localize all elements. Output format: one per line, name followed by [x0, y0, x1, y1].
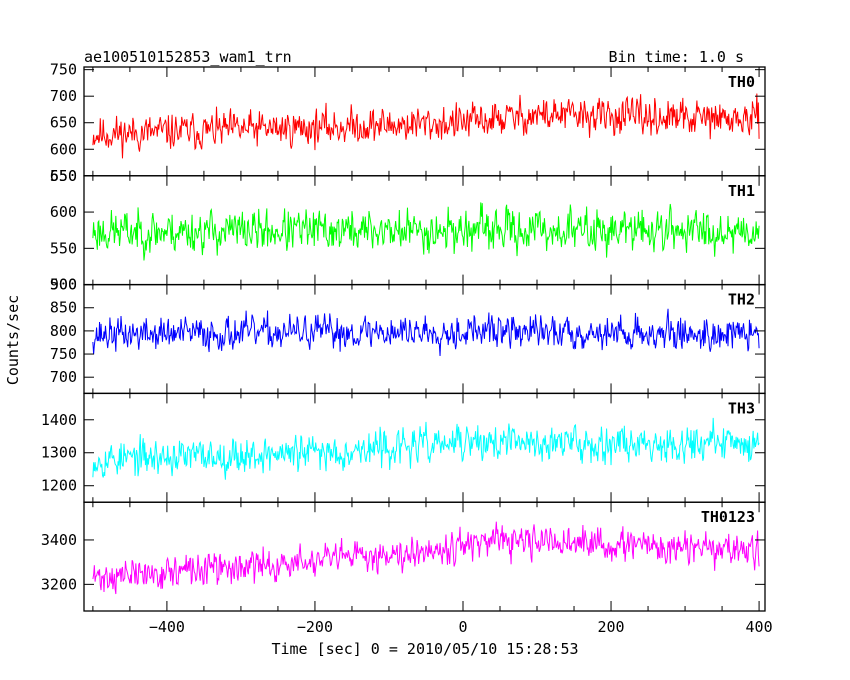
panel-frame — [83, 283, 766, 395]
x-tick-label: −400 — [149, 618, 185, 636]
y-tick-label: 650 — [50, 114, 77, 132]
x-tick-label: 200 — [597, 618, 624, 636]
x-axis: −400 −200 0 200 400 — [149, 618, 773, 636]
panel-th2: 700 750 800 850 900 TH2 — [50, 276, 766, 395]
series-label-th0: TH0 — [728, 73, 755, 91]
series-line-th3 — [92, 417, 760, 480]
series-label-th0123: TH0123 — [701, 508, 755, 526]
y-tick-label: 550 — [50, 167, 77, 185]
y-tick-label: 1200 — [41, 477, 77, 495]
y-tick-label: 700 — [50, 87, 77, 105]
series-line-th1 — [92, 202, 760, 261]
series-label-th1: TH1 — [728, 182, 755, 200]
x-tick-label: −200 — [297, 618, 333, 636]
y-tick-label: 750 — [50, 345, 77, 363]
x-tick-label: 0 — [458, 618, 467, 636]
x-axis-label: Time [sec] 0 = 2010/05/10 15:28:53 — [271, 640, 578, 658]
y-axis-label: Counts/sec — [4, 295, 22, 385]
series-line-th0 — [92, 93, 760, 159]
panel-frame — [83, 501, 766, 612]
series-label-th3: TH3 — [728, 399, 755, 417]
x-tick-label: 400 — [746, 618, 773, 636]
chart-left-title: ae100510152853_wam1_trn — [84, 48, 292, 66]
y-tick-label: 1300 — [41, 444, 77, 462]
y-tick-label: 800 — [50, 322, 77, 340]
panel-th0123: 3200 3400 TH0123 — [41, 501, 766, 612]
y-tick-label: 550 — [50, 239, 77, 257]
y-tick-label: 600 — [50, 140, 77, 158]
y-tick-label: 1400 — [41, 411, 77, 429]
y-tick-label: 600 — [50, 203, 77, 221]
series-label-th2: TH2 — [728, 291, 755, 309]
panel-th3: 1200 1300 1400 TH3 — [41, 392, 766, 503]
chart-right-title: Bin time: 1.0 s — [609, 48, 744, 66]
panels-group: 550 600 650 700 750 TH0 500 550 600 650 TH1 700 750 8… — [41, 61, 766, 612]
y-tick-label: 850 — [50, 299, 77, 317]
y-tick-label: 3400 — [41, 531, 77, 549]
panel-th0: 550 600 650 700 750 TH0 — [50, 61, 766, 185]
y-tick-label: 3200 — [41, 575, 77, 593]
y-tick-label: 750 — [50, 61, 77, 79]
panel-th1: 500 550 600 650 TH1 — [50, 167, 766, 294]
series-line-th2 — [92, 308, 760, 357]
y-tick-label: 900 — [50, 276, 77, 294]
series-line-th0123 — [92, 521, 760, 595]
y-tick-label: 500 — [50, 276, 77, 294]
y-tick-label: 650 — [50, 167, 77, 185]
y-tick-label: 700 — [50, 368, 77, 386]
